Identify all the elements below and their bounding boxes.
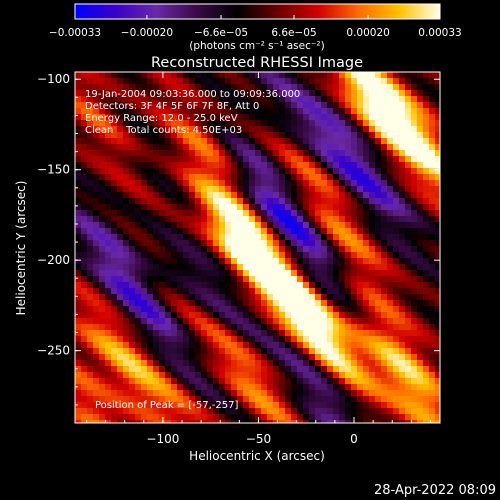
- colorbar: −0.00033 −0.00020 −6.6e−05 6.6e−05 0.00020 0.…: [49, 3, 462, 52]
- x-axis-label: Heliocentric X (arcsec): [189, 449, 325, 463]
- heatmap-canvas: [75, 72, 440, 423]
- chart-title: Reconstructed RHESSI Image: [151, 55, 363, 71]
- colorbar-unit-label: (photons cm⁻² s⁻¹ asec⁻²): [189, 40, 324, 52]
- colorbar-frame: [74, 3, 441, 20]
- peak-position-label: Position of Peak = [-57,-257]: [95, 400, 239, 411]
- colorbar-tick-label: −6.6e−05: [194, 27, 248, 39]
- annotation-energy-range: Energy Range: 12.0 - 25.0 keV: [85, 113, 238, 124]
- y-tick-label: −200: [37, 253, 70, 267]
- x-axis-ticks: −100 −50 0: [85, 72, 431, 446]
- footer-date: 28-Apr-2022 08:09: [374, 483, 496, 498]
- y-axis-ticks: −100 −150 −200 −250: [37, 72, 440, 406]
- colorbar-tick-label: 0.00033: [418, 27, 461, 39]
- y-axis-label: Heliocentric Y (arcsec): [14, 181, 28, 316]
- colorbar-tick-label: −0.00033: [49, 27, 101, 39]
- y-tick-label: −150: [37, 163, 70, 177]
- colorbar-tick-label: −0.00020: [121, 27, 173, 39]
- x-tick-label: −50: [246, 432, 271, 446]
- plot-frame: [74, 71, 441, 424]
- y-tick-label: −100: [37, 72, 70, 86]
- plot-area: −100 −50 0 −100 −150 −200 −250: [37, 71, 441, 446]
- colorbar-gradient: [75, 4, 440, 19]
- annotation-time-range: 19-Jan-2004 09:03:36.000 to 09:09:36.000: [85, 89, 300, 100]
- annotation-block: 19-Jan-2004 09:03:36.000 to 09:09:36.000…: [85, 89, 300, 136]
- colorbar-tick-label: 6.6e−05: [271, 27, 316, 39]
- x-tick-label: 0: [350, 432, 358, 446]
- annotation-clean-counts: Clean Total counts: 4.50E+03: [85, 125, 242, 136]
- x-tick-label: −100: [146, 432, 179, 446]
- heatmap-image: [75, 72, 440, 423]
- colorbar-tick-label: 0.00020: [346, 27, 389, 39]
- y-tick-label: −250: [37, 344, 70, 358]
- colorbar-ticks: −0.00033 −0.00020 −6.6e−05 6.6e−05 0.00020 0.…: [49, 15, 462, 39]
- annotation-detectors: Detectors: 3F 4F 5F 6F 7F 8F, Att 0: [85, 101, 259, 112]
